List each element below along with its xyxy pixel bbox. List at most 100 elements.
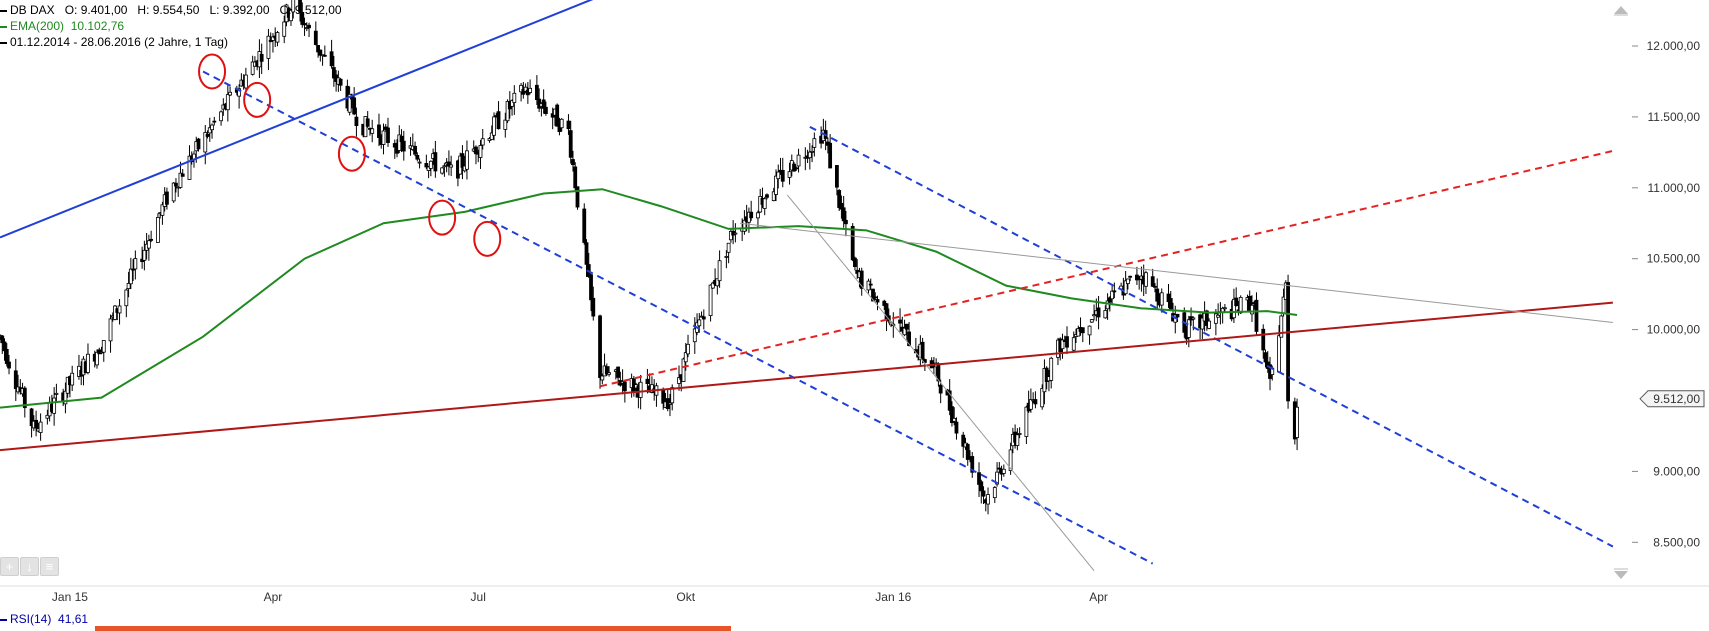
y-tick-label: 10.500,00 bbox=[1647, 252, 1701, 266]
candle bbox=[128, 257, 133, 290]
candle bbox=[600, 373, 605, 385]
candle bbox=[866, 278, 871, 294]
ema-value: 10.102,76 bbox=[70, 19, 125, 33]
trendline-red-parallel[interactable] bbox=[599, 149, 1614, 388]
candle bbox=[904, 323, 909, 340]
candle bbox=[534, 75, 539, 105]
candle bbox=[1261, 324, 1266, 359]
trendline-gray-descending[interactable] bbox=[739, 222, 1613, 324]
instrument-name: DB DAX bbox=[10, 3, 55, 17]
candle bbox=[228, 86, 232, 97]
candle bbox=[1153, 283, 1157, 293]
candle bbox=[780, 157, 785, 188]
candle bbox=[275, 30, 280, 47]
candle bbox=[1044, 366, 1049, 390]
candle bbox=[810, 145, 814, 163]
last-price-label: 9.512,00 bbox=[1653, 392, 1700, 406]
candle bbox=[401, 130, 406, 161]
candle bbox=[697, 313, 702, 333]
candle bbox=[338, 78, 343, 91]
candle bbox=[207, 117, 212, 142]
candle bbox=[1263, 349, 1268, 368]
candle bbox=[95, 349, 99, 369]
candle bbox=[523, 83, 528, 94]
ohlc-values: O: 9.401,00 H: 9.554,50 L: 9.392,00 C: 9… bbox=[64, 3, 342, 17]
candle bbox=[22, 386, 27, 418]
candle bbox=[512, 85, 517, 115]
candle bbox=[898, 308, 902, 333]
candle bbox=[839, 195, 844, 219]
candle bbox=[187, 145, 192, 180]
download-icon[interactable]: ↓ bbox=[20, 557, 39, 576]
candle bbox=[936, 362, 941, 387]
y-tick-label: 8.500,00 bbox=[1653, 535, 1700, 549]
trendline-blue-descending-channel[interactable] bbox=[202, 70, 1154, 565]
candle bbox=[399, 129, 404, 153]
candle bbox=[1155, 278, 1160, 310]
candle bbox=[701, 309, 706, 330]
candle bbox=[873, 292, 878, 301]
candle bbox=[566, 114, 571, 135]
candle bbox=[124, 288, 129, 318]
candle bbox=[45, 409, 50, 425]
candle bbox=[268, 32, 273, 43]
highlight-circle bbox=[428, 199, 457, 236]
candle bbox=[174, 178, 178, 193]
candle bbox=[598, 314, 602, 389]
y-tick-label: 11.500,00 bbox=[1648, 110, 1701, 124]
scroll-down-icon[interactable] bbox=[1614, 571, 1628, 579]
candle bbox=[717, 250, 722, 288]
candle bbox=[1220, 306, 1225, 324]
candle bbox=[1232, 288, 1236, 324]
candle bbox=[449, 155, 454, 177]
candle bbox=[347, 86, 352, 116]
candle bbox=[868, 278, 873, 290]
candle bbox=[415, 152, 420, 162]
trendline-blue-upper-channel[interactable] bbox=[0, 0, 776, 239]
candle bbox=[465, 140, 469, 180]
x-tick-label: Apr bbox=[264, 590, 283, 604]
candle bbox=[571, 150, 575, 172]
highlight-circle bbox=[198, 53, 227, 90]
range-swatch bbox=[0, 41, 7, 44]
candle bbox=[365, 111, 370, 128]
candle bbox=[589, 273, 593, 312]
candle bbox=[1049, 356, 1054, 389]
candle bbox=[160, 201, 165, 225]
candle bbox=[428, 160, 433, 177]
candle bbox=[1015, 428, 1020, 451]
zoom-in-icon[interactable]: + bbox=[0, 557, 19, 576]
candle bbox=[1200, 312, 1205, 339]
candle bbox=[853, 256, 857, 271]
candle bbox=[686, 334, 690, 358]
candle bbox=[807, 143, 812, 170]
candle bbox=[733, 223, 738, 243]
candle bbox=[505, 99, 510, 124]
candle bbox=[474, 145, 478, 165]
candle bbox=[710, 281, 715, 289]
candle bbox=[952, 407, 957, 426]
candle bbox=[965, 443, 970, 466]
candle bbox=[54, 383, 59, 403]
rsi-swatch bbox=[0, 618, 7, 621]
candle bbox=[1087, 325, 1092, 345]
series-swatch bbox=[0, 9, 7, 12]
trendline-blue-descending-channel-2[interactable] bbox=[809, 125, 1614, 548]
candle bbox=[1295, 398, 1299, 451]
candle bbox=[665, 390, 670, 412]
legend-range: 01.12.2014 - 28.06.2016 (2 Jahre, 1 Tag) bbox=[0, 35, 228, 49]
candle bbox=[210, 123, 214, 139]
trendline-red-support[interactable] bbox=[0, 301, 1613, 452]
candle bbox=[300, 2, 305, 28]
trendline-gray-steep[interactable] bbox=[786, 194, 1095, 571]
candle bbox=[1150, 268, 1155, 287]
candle bbox=[316, 45, 320, 58]
candle bbox=[1144, 270, 1148, 294]
candle bbox=[728, 229, 733, 243]
candle bbox=[165, 187, 169, 210]
candle bbox=[318, 49, 323, 62]
candle bbox=[13, 358, 18, 402]
layers-icon[interactable]: ≡ bbox=[40, 557, 59, 576]
scroll-up-icon[interactable] bbox=[1614, 6, 1628, 14]
